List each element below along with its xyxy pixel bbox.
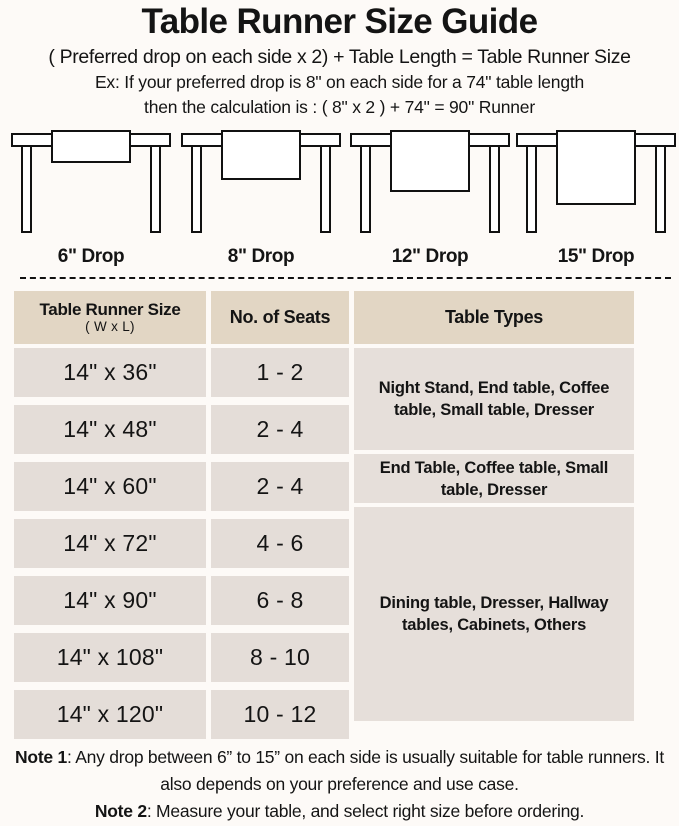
header-size-sub: ( W x L) [85, 319, 135, 334]
table-types-column: Night Stand, End table, Coffee table, Sm… [354, 348, 634, 743]
example-line-1: Ex: If your preferred drop is 8" on each… [94, 72, 585, 92]
table-row: 14" x 36" 1 - 2 [14, 348, 349, 397]
header-size-main: Table Runner Size [39, 300, 181, 319]
cell-size: 14" x 48" [14, 405, 206, 454]
table-with-runner-icon [181, 130, 341, 233]
notes-section: Note 1: Any drop between 6” to 15” on ea… [0, 744, 679, 825]
cell-seats: 2 - 4 [211, 462, 349, 511]
cell-size: 14" x 108" [14, 633, 206, 682]
size-chart-table: Table Runner Size ( W x L) No. of Seats … [14, 291, 666, 743]
diagram-drop-15: 15" Drop [511, 128, 679, 268]
table-row: 14" x 72" 4 - 6 [14, 519, 349, 568]
table-with-runner-icon [11, 130, 171, 233]
diagram-label-15: 15" Drop [557, 246, 635, 267]
cell-seats: 2 - 4 [211, 405, 349, 454]
cell-table-types: Dining table, Dresser, Hallway tables, C… [354, 507, 634, 721]
diagram-label-12: 12" Drop [391, 246, 469, 267]
table-row: 14" x 108" 8 - 10 [14, 633, 349, 682]
formula-line: ( Preferred drop on each side x 2) + Tab… [48, 46, 631, 68]
header-cell-size: Table Runner Size ( W x L) [14, 291, 206, 344]
note-2-text: : Measure your table, and select right s… [146, 801, 585, 821]
note-2-label: Note 2 [94, 801, 147, 821]
table-row: 14" x 48" 2 - 4 [14, 405, 349, 454]
table-header-row: Table Runner Size ( W x L) No. of Seats … [14, 291, 666, 344]
diagram-label-8: 8" Drop [227, 246, 295, 267]
section-divider [20, 277, 671, 279]
diagram-drop-8: 8" Drop [176, 128, 346, 268]
cell-size: 14" x 90" [14, 576, 206, 625]
drop-diagrams: 6" Drop 8" Drop [0, 128, 679, 268]
table-row: 14" x 60" 2 - 4 [14, 462, 349, 511]
cell-size: 14" x 36" [14, 348, 206, 397]
table-with-runner-icon [350, 130, 510, 233]
header-cell-types: Table Types [354, 291, 634, 344]
diagram-label-6: 6" Drop [57, 246, 125, 267]
cell-size: 14" x 120" [14, 690, 206, 739]
table-body: 14" x 36" 1 - 2 14" x 48" 2 - 4 14" x 60… [14, 348, 666, 743]
table-row: 14" x 120" 10 - 12 [14, 690, 349, 739]
table-with-runner-icon [516, 130, 676, 233]
cell-seats: 1 - 2 [211, 348, 349, 397]
diagram-drop-12: 12" Drop [345, 128, 515, 268]
cell-seats: 6 - 8 [211, 576, 349, 625]
formula-block: ( Preferred drop on each side x 2) + Tab… [0, 44, 679, 120]
note-1-label: Note 1 [15, 747, 67, 767]
example-line-2: then the calculation is : ( 8" x 2 ) + 7… [144, 97, 535, 117]
cell-seats: 4 - 6 [211, 519, 349, 568]
cell-table-types: End Table, Coffee table, Small table, Dr… [354, 454, 634, 503]
cell-table-types: Night Stand, End table, Coffee table, Sm… [354, 348, 634, 450]
table-row: 14" x 90" 6 - 8 [14, 576, 349, 625]
header-cell-seats: No. of Seats [211, 291, 349, 344]
size-and-seats-columns: 14" x 36" 1 - 2 14" x 48" 2 - 4 14" x 60… [14, 348, 349, 743]
cell-seats: 8 - 10 [211, 633, 349, 682]
note-2: Note 2: Measure your table, and select r… [0, 798, 679, 825]
page-title: Table Runner Size Guide [141, 2, 539, 41]
cell-size: 14" x 60" [14, 462, 206, 511]
cell-size: 14" x 72" [14, 519, 206, 568]
diagram-drop-6: 6" Drop [6, 128, 176, 268]
note-1-text: : Any drop between 6” to 15” on each sid… [67, 747, 664, 794]
note-1: Note 1: Any drop between 6” to 15” on ea… [0, 744, 679, 798]
cell-seats: 10 - 12 [211, 690, 349, 739]
